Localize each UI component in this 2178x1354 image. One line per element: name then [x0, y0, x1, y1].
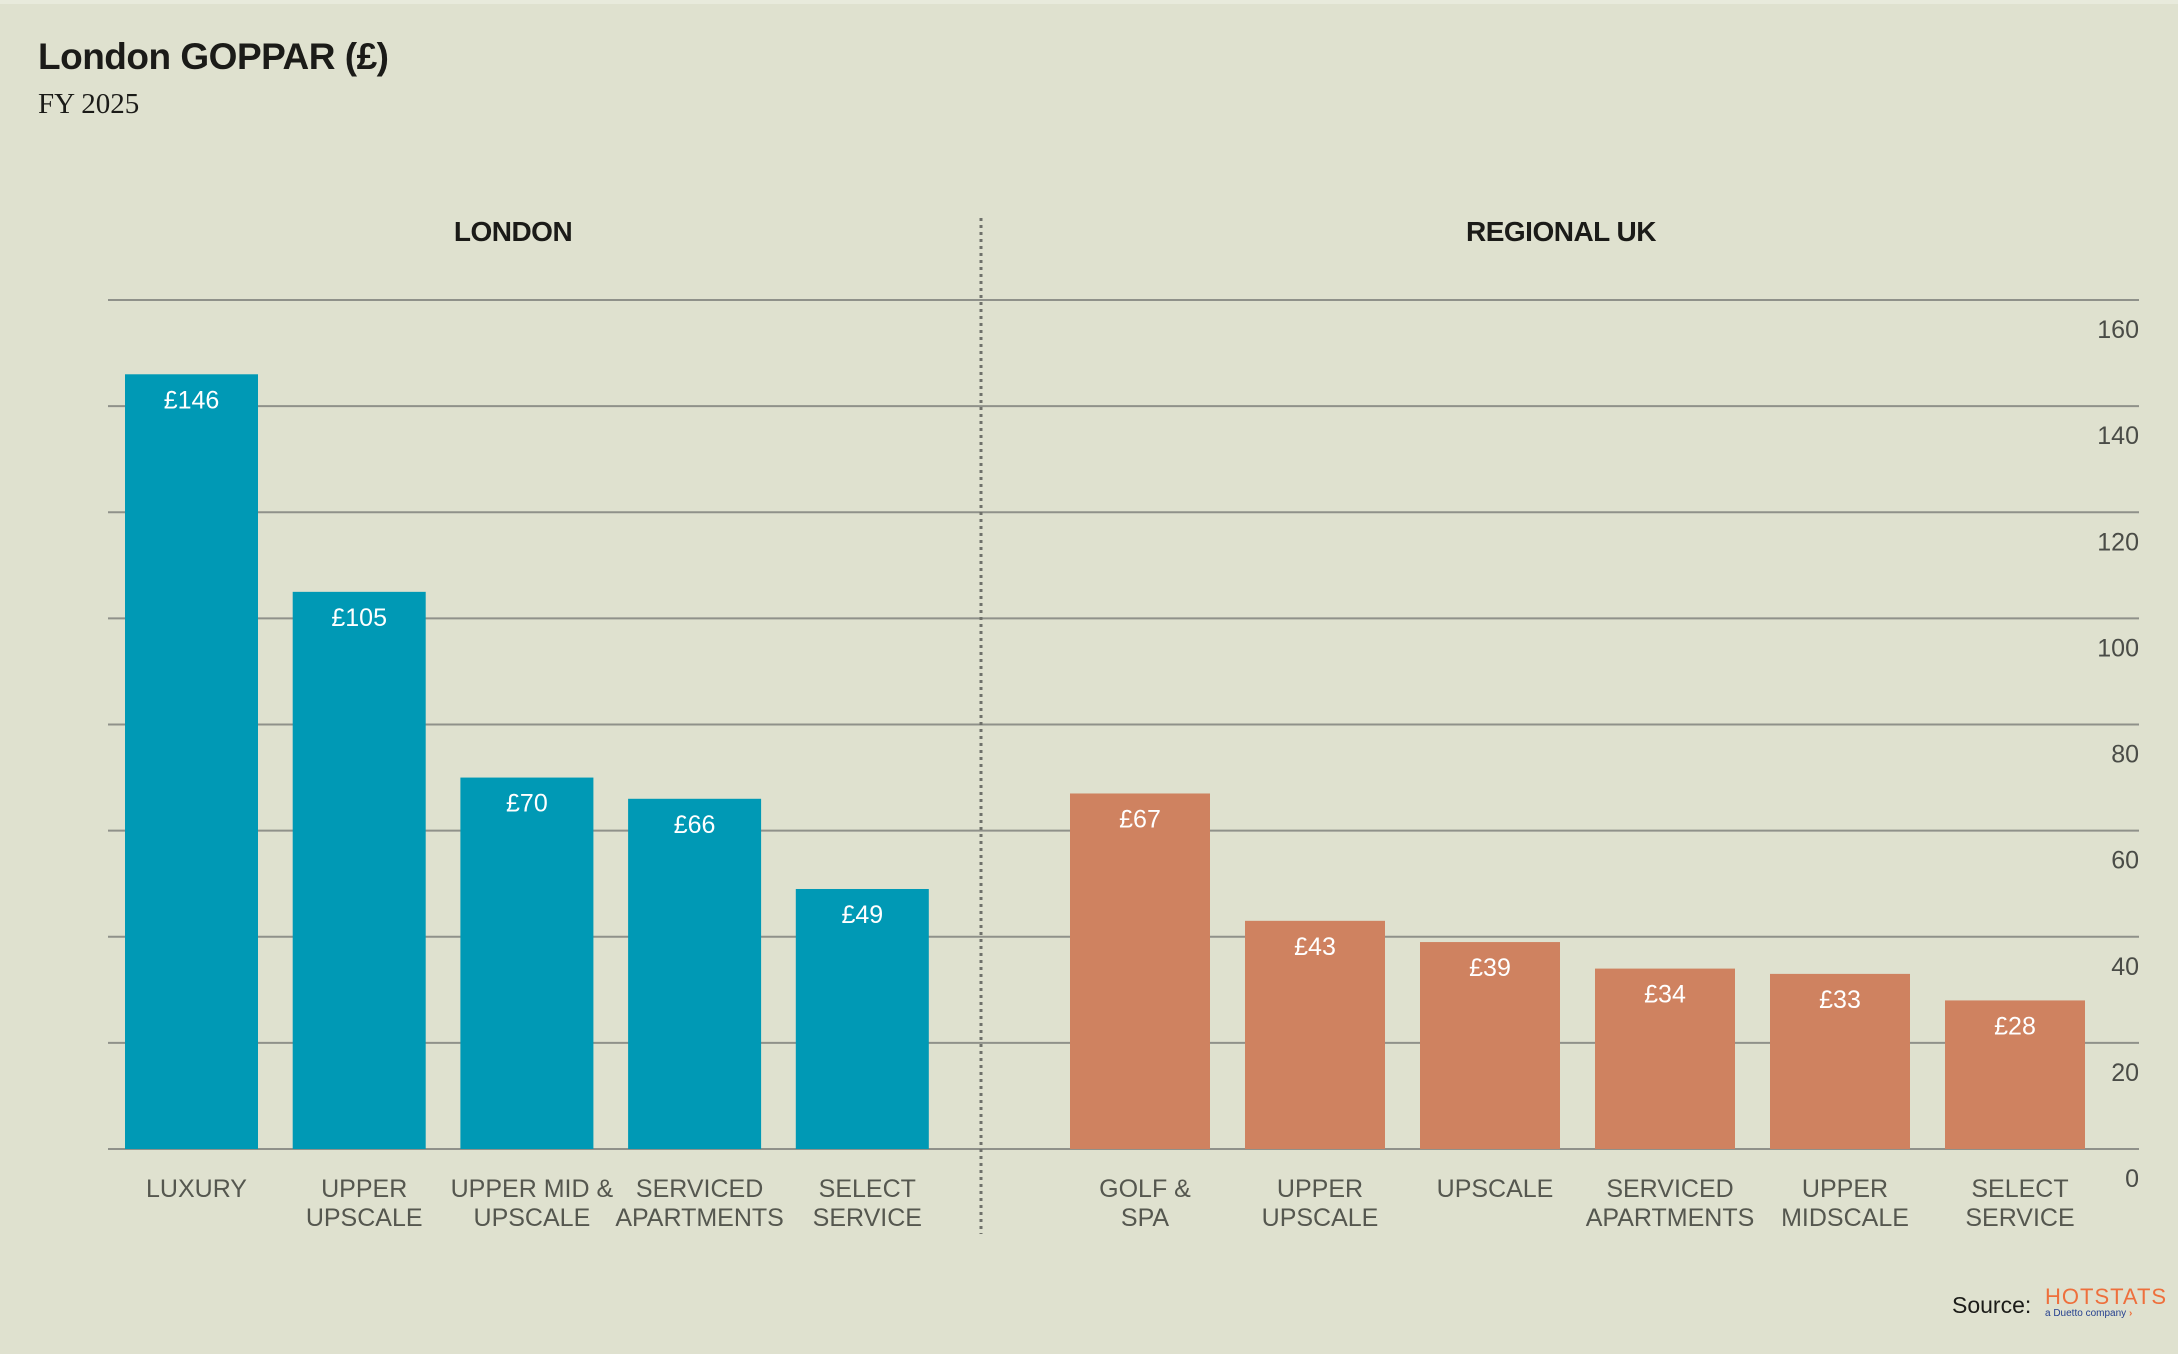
bar — [1245, 920, 1385, 1149]
bar-value-label: £34 — [1644, 981, 1686, 1009]
logo-arrow-icon: › — [2128, 1308, 2133, 1319]
bar — [1945, 1000, 2085, 1149]
category-label: SERVICED — [1606, 1175, 1733, 1203]
category-label: SELECT — [1971, 1175, 2068, 1203]
category-label: UPPER — [321, 1175, 407, 1203]
category-label: SERVICE — [1965, 1204, 2074, 1232]
category-label: SPA — [1121, 1204, 1169, 1232]
y-tick-label: 140 — [2097, 422, 2139, 450]
category-label: UPSCALE — [1262, 1204, 1379, 1232]
bar — [292, 591, 426, 1149]
y-tick-label: 160 — [2097, 316, 2139, 344]
bar — [1070, 793, 1210, 1149]
category-label: UPSCALE — [1437, 1175, 1554, 1203]
y-tick-label: 60 — [2111, 847, 2139, 875]
bar-value-label: £105 — [331, 604, 387, 632]
y-tick-label: 80 — [2111, 741, 2139, 769]
category-label: GOLF & — [1099, 1175, 1191, 1203]
chart-subtitle: FY 2025 — [38, 88, 140, 120]
category-label: APARTMENTS — [1586, 1204, 1755, 1232]
top-border — [0, 0, 2178, 4]
bar-value-label: £33 — [1819, 986, 1861, 1014]
y-tick-label: 100 — [2097, 634, 2139, 662]
bar-value-label: £39 — [1469, 954, 1511, 982]
bar-value-label: £28 — [1994, 1012, 2036, 1040]
bar-value-label: £70 — [506, 790, 548, 818]
bar — [1420, 942, 1560, 1149]
bar — [125, 374, 258, 1150]
bar-value-label: £49 — [841, 901, 883, 929]
category-label: UPPER MID & — [451, 1175, 614, 1203]
category-label: SERVICE — [813, 1204, 922, 1232]
source-label: Source: — [1952, 1292, 2032, 1318]
hotstats-logo: HOTSTATS a Duetto company › — [2045, 1284, 2168, 1320]
category-label: UPPER — [1802, 1175, 1888, 1203]
section-header-london: LONDON — [453, 216, 573, 247]
category-label: UPSCALE — [306, 1204, 423, 1232]
logo-main: HOTSTATS — [2045, 1284, 2168, 1309]
bar-value-label: £67 — [1119, 805, 1161, 833]
category-label: UPPER — [1277, 1175, 1363, 1203]
bar — [460, 777, 594, 1149]
y-tick-label: 20 — [2111, 1059, 2139, 1087]
bar-value-label: £43 — [1294, 933, 1336, 961]
y-tick-label: 0 — [2125, 1165, 2139, 1193]
category-label: MIDSCALE — [1781, 1204, 1909, 1232]
category-label: SELECT — [819, 1175, 916, 1203]
bar — [1770, 973, 1910, 1149]
y-tick-label: 120 — [2097, 528, 2139, 556]
bar — [628, 798, 762, 1149]
logo-sub-text: a Duetto company — [2045, 1308, 2127, 1319]
bar-value-label: £66 — [674, 811, 716, 839]
bar — [1595, 968, 1735, 1149]
bar-value-label: £146 — [164, 386, 220, 414]
category-label: LUXURY — [146, 1175, 247, 1203]
category-label: APARTMENTS — [615, 1204, 784, 1232]
category-label: SERVICED — [636, 1175, 763, 1203]
section-header-regional: REGIONAL UK — [1466, 216, 1657, 247]
y-tick-label: 40 — [2111, 953, 2139, 981]
logo-sub: a Duetto company › — [2045, 1308, 2155, 1320]
category-label: UPSCALE — [474, 1204, 591, 1232]
chart-title: London GOPPAR (£) — [38, 36, 389, 77]
bar — [795, 888, 929, 1149]
